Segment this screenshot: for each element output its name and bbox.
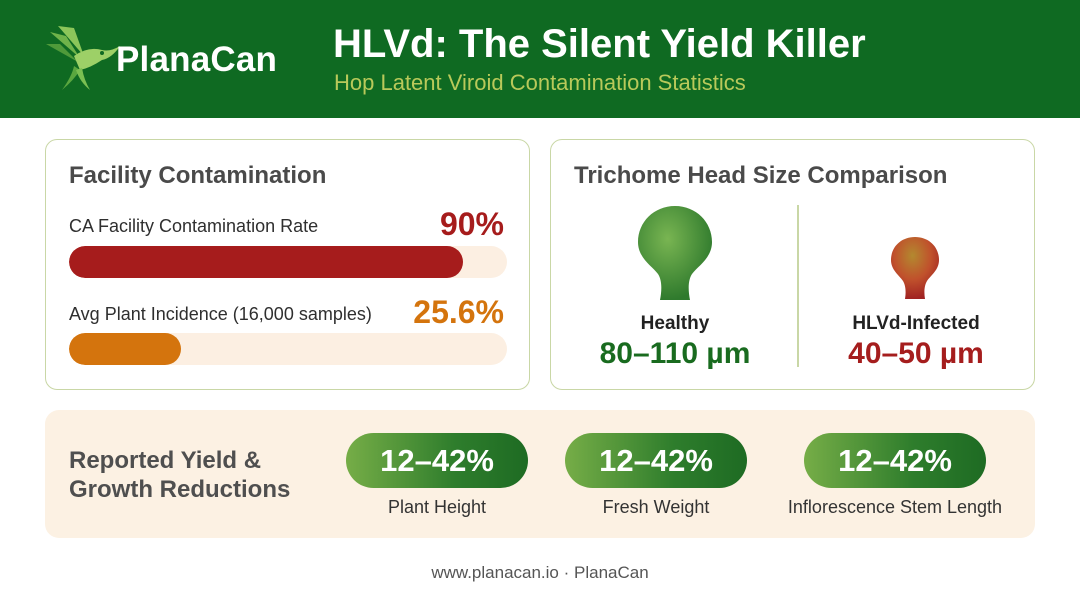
header-banner: PlanaCan HLVd: The Silent Yield Killer H…	[0, 0, 1080, 118]
contamination-rate-value: 90%	[439, 206, 504, 242]
page-subtitle: Hop Latent Viroid Contamination Statisti…	[334, 70, 746, 95]
infected-size-value: 40–50 µm	[848, 337, 984, 370]
reductions-title: Reported Yield & Growth Reductions	[69, 446, 290, 504]
facility-card-title: Facility Contamination	[69, 162, 327, 189]
yield-reductions-panel: Reported Yield & Growth Reductions 12–42…	[45, 410, 1035, 538]
fresh-weight-reduction-pill: 12–42%	[565, 433, 747, 488]
stem-length-label: Inflorescence Stem Length	[787, 497, 1003, 517]
contamination-rate-label: CA Facility Contamination Rate	[69, 216, 319, 236]
infected-trichome-icon	[891, 237, 939, 299]
plant-height-reduction-pill: 12–42%	[346, 433, 528, 488]
contamination-rate-bar	[69, 246, 507, 278]
healthy-label: Healthy	[640, 313, 710, 334]
fresh-weight-label: Fresh Weight	[602, 497, 710, 517]
plant-incidence-bar	[69, 333, 507, 365]
plant-incidence-label: Avg Plant Incidence (16,000 samples)	[69, 304, 372, 324]
infected-label: HLVd-Infected	[852, 313, 980, 334]
healthy-trichome-icon	[638, 206, 712, 300]
plant-incidence-bar-fill	[69, 333, 182, 365]
contamination-rate-bar-fill	[69, 246, 464, 278]
page-title: HLVd: The Silent Yield Killer	[333, 22, 866, 66]
facility-contamination-card: Facility Contamination CA Facility Conta…	[45, 139, 530, 390]
hummingbird-icon	[46, 26, 120, 90]
brand-name: PlanaCan	[116, 40, 278, 79]
plant-height-label: Plant Height	[387, 497, 487, 517]
stem-length-reduction-pill: 12–42%	[804, 433, 986, 488]
trichome-card-title: Trichome Head Size Comparison	[574, 162, 948, 189]
footer-text: www.planacan.io · PlanaCan	[431, 563, 649, 582]
plant-incidence-value: 25.6%	[413, 294, 504, 330]
trichome-comparison-card: Trichome Head Size Comparison Healthy 80…	[550, 139, 1035, 390]
comparison-divider	[797, 205, 799, 367]
reductions-title-line2: Growth Reductions	[69, 476, 291, 503]
healthy-size-value: 80–110 µm	[599, 337, 751, 370]
reductions-title-line1: Reported Yield &	[69, 447, 262, 474]
